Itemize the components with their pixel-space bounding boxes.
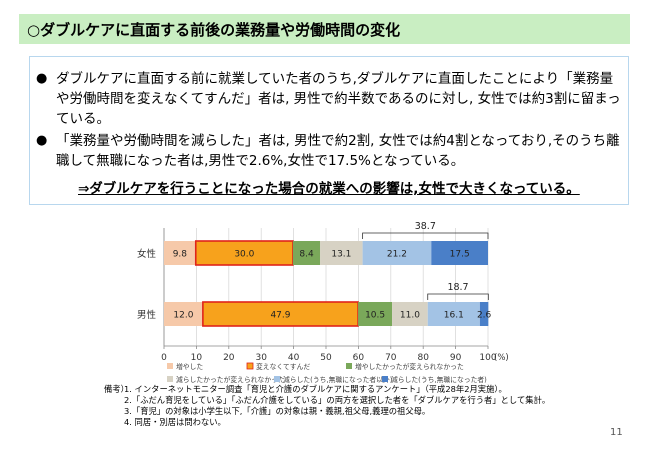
data-label: 9.8 (173, 250, 188, 260)
legend-label: 変えなくてすんだ (256, 362, 310, 371)
bar-segment (392, 302, 428, 326)
x-tick-label: 30 (255, 353, 267, 363)
x-unit-label: (%) (494, 353, 509, 363)
bullet-text: 「業務量や労働時間を減らした」者は, 男性で約2割, 女性では約4割となっており… (56, 133, 620, 169)
legend-swatch (167, 363, 173, 369)
category-label: 女性 (137, 248, 157, 260)
x-tick-label: 20 (223, 353, 235, 363)
bar-segment (164, 302, 203, 326)
legend-swatch (167, 376, 173, 382)
legend-label: 減らした(うち,無職になった者以外) (283, 375, 393, 384)
data-label: 47.9 (270, 311, 290, 321)
bar-segment (202, 301, 359, 327)
data-label: 13.1 (331, 250, 351, 260)
summary-conclusion: ⇒ダブルケアを行うことになった場合の就業への影響は,女性で大きくなっている。 (78, 181, 580, 197)
bracket (427, 293, 489, 300)
bar-segment (479, 302, 489, 326)
bar-segment (358, 302, 393, 326)
data-label: 11.0 (400, 311, 420, 321)
data-label: 17.5 (450, 250, 470, 260)
x-tick-label: 70 (385, 353, 397, 363)
legend-swatch (382, 376, 388, 382)
x-tick-label: 40 (288, 353, 300, 363)
x-tick-label: 50 (320, 353, 332, 363)
bracket-total-label: 18.7 (447, 282, 468, 293)
x-tick-label: 0 (161, 353, 167, 363)
data-label: 10.5 (365, 311, 385, 321)
legend-swatch (246, 362, 254, 370)
bar-segment (164, 241, 196, 265)
page-number: 11 (610, 427, 623, 438)
bullet-text: ダブルケアに直面する前に就業していた者のうち,ダブルケアに直面したことにより「業… (56, 71, 621, 127)
note-line-4: 4. 同居・別居は問わない。 (124, 417, 226, 427)
title-bar: ○ダブルケアに直面する前後の業務量や労働時間の変化 (19, 14, 630, 44)
legend-swatch (346, 363, 352, 369)
note-line-2: 2.「ふだん育児をしている」「ふだん介護をしている」の両方を選択した者を「ダブル… (124, 395, 551, 405)
note-line-1: 1. インターネットモニター調査「育児と介護のダブルケアに関するアンケート」（平… (124, 384, 507, 394)
x-tick-label: 60 (353, 353, 365, 363)
legend-swatch (274, 376, 280, 382)
bar-segment (431, 241, 488, 265)
data-label: 21.2 (387, 250, 407, 260)
legend-label: 減らした(うち,無職になった者) (391, 375, 487, 384)
bar-segment (427, 302, 480, 326)
bullet-mark: ● (36, 71, 48, 86)
data-label: 8.4 (299, 250, 314, 260)
category-label: 男性 (137, 309, 157, 321)
data-label: 30.0 (234, 250, 254, 260)
legend-label: 増やした (176, 362, 203, 371)
legend-label: 増やしたかったが変えられなかった (355, 362, 464, 371)
note-line-3: 3.「育児」の対象は小学生以下,「介護」の対象は親・義親,祖父母,義理の祖父母。 (124, 406, 431, 416)
page-title: ○ダブルケアに直面する前後の業務量や労働時間の変化 (27, 21, 401, 39)
legend-label: 減らしたかったが変えられなかった (176, 375, 285, 384)
data-label: 12.0 (173, 311, 193, 321)
bar-segment (362, 241, 432, 265)
bracket (362, 232, 489, 239)
bar-segment (292, 241, 321, 265)
bullet-mark: ● (36, 133, 48, 148)
bar-segment (320, 241, 363, 265)
notes-label: 備考） (104, 384, 129, 394)
data-label: 2.6 (477, 311, 492, 321)
x-tick-label: 80 (417, 353, 429, 363)
data-label: 16.1 (444, 311, 464, 321)
x-tick-label: 100 (479, 353, 496, 363)
bracket-total-label: 38.7 (415, 221, 436, 232)
x-tick-label: 10 (191, 353, 203, 363)
summary-box: ● ダブルケアに直面する前に就業していた者のうち,ダブルケアに直面したことにより… (29, 56, 629, 205)
x-tick-label: 90 (450, 353, 462, 363)
